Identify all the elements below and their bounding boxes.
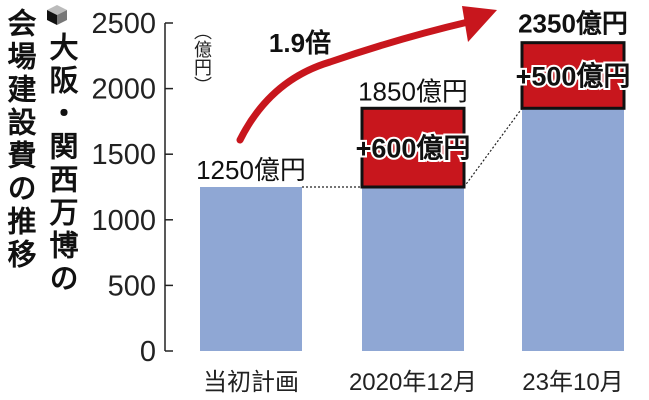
y-tick-label: 1500 [91,139,156,171]
bar-increase [520,41,626,110]
x-tick-label: 2020年12月 [349,369,477,396]
bar-increase [360,106,466,189]
increase-label: +600億円 [356,134,471,164]
y-tick-label: 1000 [91,205,156,237]
bar-base [200,187,302,351]
increase-label: +500億円 [516,61,631,91]
connector-line [463,107,523,188]
y-tick-label: 2500 [91,8,156,40]
growth-annotation: 1.9倍 [269,28,331,58]
total-label: 2350億円 [518,9,628,39]
growth-arrowhead [462,6,497,42]
cube-icon [47,5,67,25]
bar-base [362,187,464,351]
y-tick-label: 500 [108,270,156,302]
total-label: 1850億円 [358,76,468,106]
chart-title-line-2: 会場建設費の推移 [3,8,37,272]
y-tick-label: 2000 [91,74,156,106]
x-tick-label: 23年10月 [522,369,623,396]
bar-base [522,108,624,351]
unit-label: （億円） [191,22,212,94]
x-tick-label: 当初計画 [203,369,299,396]
growth-arrow [236,18,472,144]
y-tick-label: 0 [140,336,156,368]
total-label: 1250億円 [196,155,306,185]
chart-title-line-1: 大阪・関西万博の [45,32,79,296]
